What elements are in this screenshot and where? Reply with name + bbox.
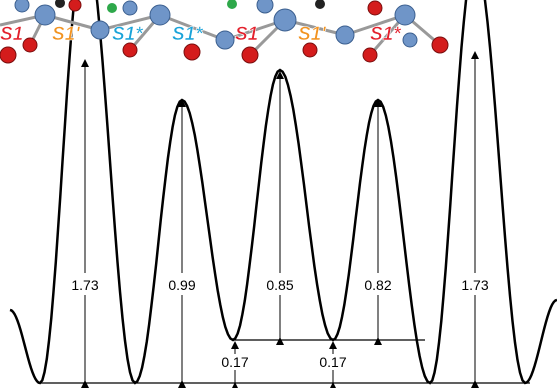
site-label: S1 [0,24,23,45]
site-label: S1* [112,24,144,45]
barrier-label: 0.85 [266,277,293,293]
offset-label: 0.17 [319,354,346,370]
site-label: S1' [298,24,327,45]
barrier-label: 0.82 [364,277,391,293]
barrier-label: 1.73 [461,277,488,293]
offset-label: 0.17 [221,354,248,370]
site-label: S1* [370,24,402,45]
site-label: S1 [235,24,258,45]
barrier-label: 1.73 [71,277,98,293]
barrier-label: 0.99 [168,277,195,293]
site-label: S1* [172,24,204,45]
figure: S1 S1' S1* S1* S1 S1' S1* 1.73 0.99 0.85 0.82 1.73… [0,0,557,388]
site-label: S1' [52,24,81,45]
